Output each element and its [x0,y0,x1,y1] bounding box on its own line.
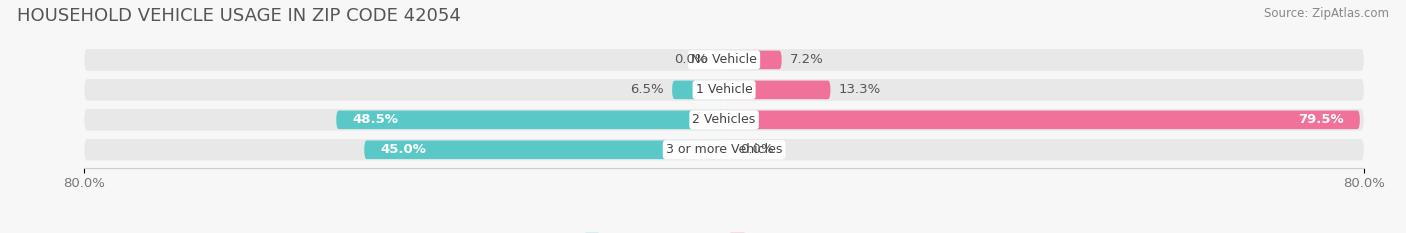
Text: 2 Vehicles: 2 Vehicles [693,113,755,126]
FancyBboxPatch shape [84,49,1364,71]
FancyBboxPatch shape [724,110,1360,129]
Text: 0.0%: 0.0% [675,53,709,66]
Text: 79.5%: 79.5% [1298,113,1344,126]
Text: 48.5%: 48.5% [353,113,398,126]
Text: Source: ZipAtlas.com: Source: ZipAtlas.com [1264,7,1389,20]
FancyBboxPatch shape [724,81,831,99]
Text: No Vehicle: No Vehicle [692,53,756,66]
FancyBboxPatch shape [336,110,724,129]
Text: 7.2%: 7.2% [790,53,824,66]
Text: 1 Vehicle: 1 Vehicle [696,83,752,96]
Text: 13.3%: 13.3% [838,83,880,96]
FancyBboxPatch shape [84,79,1364,101]
Text: 6.5%: 6.5% [630,83,664,96]
Text: 0.0%: 0.0% [740,143,773,156]
FancyBboxPatch shape [724,51,782,69]
FancyBboxPatch shape [84,139,1364,161]
FancyBboxPatch shape [84,109,1364,131]
Text: 45.0%: 45.0% [380,143,426,156]
Text: 3 or more Vehicles: 3 or more Vehicles [666,143,782,156]
Text: HOUSEHOLD VEHICLE USAGE IN ZIP CODE 42054: HOUSEHOLD VEHICLE USAGE IN ZIP CODE 4205… [17,7,461,25]
FancyBboxPatch shape [364,140,724,159]
FancyBboxPatch shape [672,81,724,99]
Legend: Owner-occupied, Renter-occupied: Owner-occupied, Renter-occupied [581,228,868,233]
